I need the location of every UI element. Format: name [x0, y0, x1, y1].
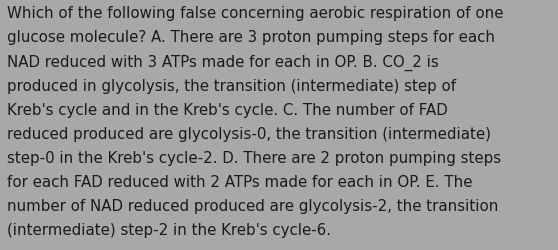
Text: NAD reduced with 3 ATPs made for each in OP. B. CO_2 is: NAD reduced with 3 ATPs made for each in…	[7, 54, 439, 70]
Text: produced in glycolysis, the transition (intermediate) step of: produced in glycolysis, the transition (…	[7, 78, 456, 93]
Text: glucose molecule? A. There are 3 proton pumping steps for each: glucose molecule? A. There are 3 proton …	[7, 30, 495, 45]
Text: Which of the following false concerning aerobic respiration of one: Which of the following false concerning …	[7, 6, 503, 21]
Text: number of NAD reduced produced are glycolysis-2, the transition: number of NAD reduced produced are glyco…	[7, 198, 498, 213]
Text: (intermediate) step-2 in the Kreb's cycle-6.: (intermediate) step-2 in the Kreb's cycl…	[7, 222, 331, 237]
Text: step-0 in the Kreb's cycle-2. D. There are 2 proton pumping steps: step-0 in the Kreb's cycle-2. D. There a…	[7, 150, 501, 165]
Text: reduced produced are glycolysis-0, the transition (intermediate): reduced produced are glycolysis-0, the t…	[7, 126, 490, 141]
Text: for each FAD reduced with 2 ATPs made for each in OP. E. The: for each FAD reduced with 2 ATPs made fo…	[7, 174, 472, 189]
Text: Kreb's cycle and in the Kreb's cycle. C. The number of FAD: Kreb's cycle and in the Kreb's cycle. C.…	[7, 102, 448, 117]
